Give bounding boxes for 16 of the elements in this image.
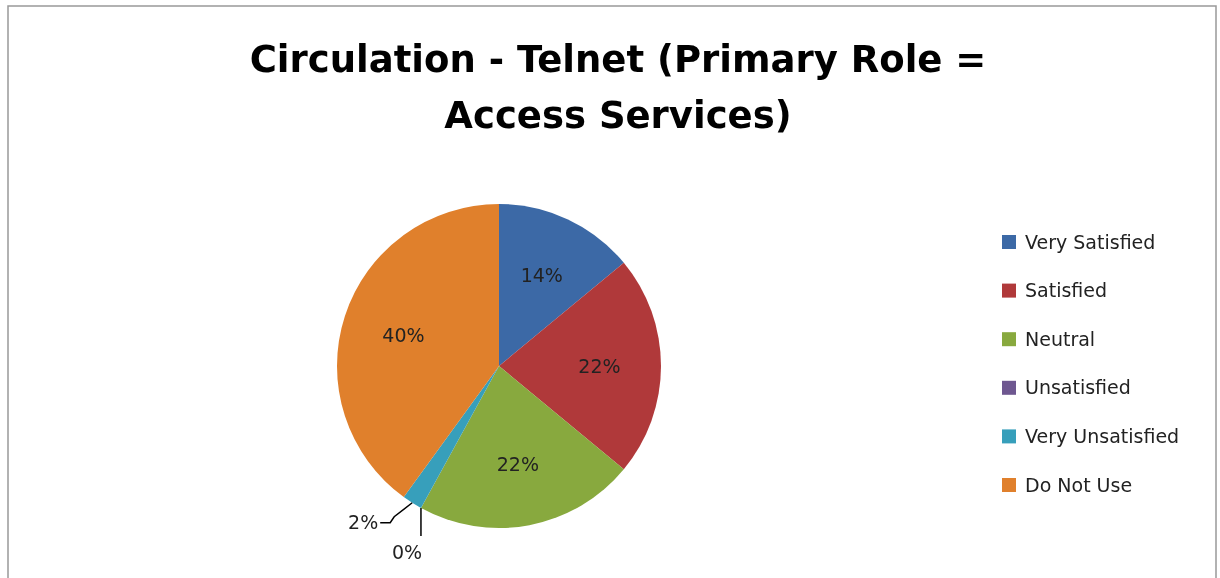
chart-title: Circulation - Telnet (Primary Role = Access Services) bbox=[249, 38, 987, 137]
pie-slice bbox=[403, 366, 499, 508]
legend-label: Unsatisfied bbox=[1025, 376, 1131, 399]
legend-label: Very Satisfied bbox=[1025, 230, 1156, 253]
pie-slice bbox=[337, 204, 499, 498]
legend-label: Do Not Use bbox=[1025, 473, 1133, 496]
data-label: 40% bbox=[382, 323, 425, 346]
data-label: 22% bbox=[496, 453, 539, 476]
legend-label: Neutral bbox=[1025, 327, 1096, 350]
data-label: 2% bbox=[348, 511, 379, 534]
pie-slice bbox=[499, 262, 661, 470]
data-label: 22% bbox=[578, 354, 621, 377]
text: 0% bbox=[391, 540, 423, 563]
data-label: 14% bbox=[520, 263, 563, 286]
legend-label: Very Unsatisfied bbox=[1025, 425, 1180, 448]
legend-label: Satisfied bbox=[1025, 279, 1108, 302]
